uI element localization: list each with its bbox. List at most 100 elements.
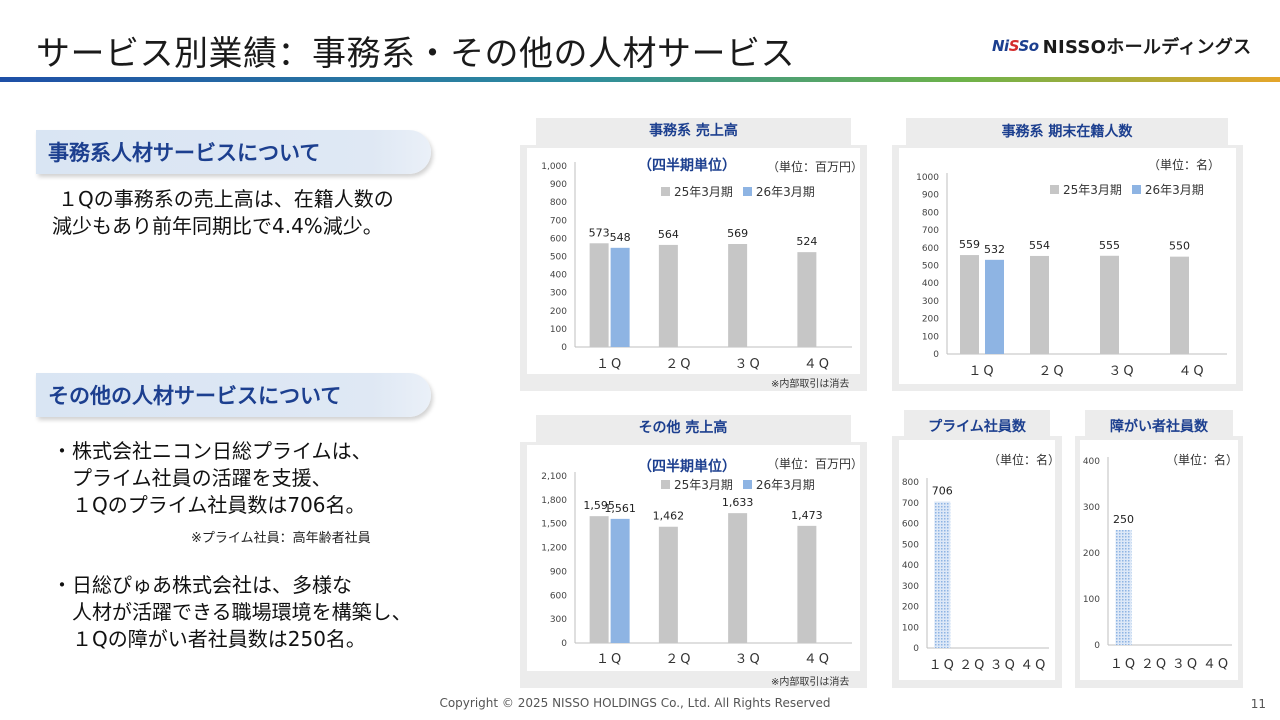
y-tick-label: 400 <box>1083 457 1100 467</box>
bullet-line: １Qのプライム社員数は706名。 <box>72 493 366 517</box>
legend-label: 26年3月期 <box>755 478 815 492</box>
chart-subtitle: （四半期単位） <box>638 158 736 174</box>
chart-disabled-staff: 0 100 200 300 400 250 １Q ２Q ３Q ４Q <box>1083 457 1232 672</box>
legend-item-curr: 26年3月期 <box>742 476 815 493</box>
legend-label: 25年3月期 <box>674 185 733 199</box>
x-tick-label: １Q <box>596 357 623 372</box>
page-number: 11 <box>1250 697 1266 711</box>
bullet-line: 人材が活躍できる職場環境を構築し、 <box>72 600 412 624</box>
bullet-line: ・日総ぴゅあ株式会社は、多様な <box>52 573 352 597</box>
bullet-line: １Qの障がい者社員数は250名。 <box>72 627 366 651</box>
legend-item-prev: 25年3月期 <box>661 476 733 493</box>
x-tick-label: １Q <box>596 652 623 667</box>
y-tick-label: 200 <box>902 603 919 613</box>
panel-tab <box>536 118 851 148</box>
x-tick-label: ４Q <box>1020 658 1047 673</box>
data-label: 1,462 <box>653 510 685 523</box>
chart-legend: 25年3月期 26年3月期 <box>661 183 815 200</box>
chart-area <box>899 440 1055 680</box>
bar <box>728 513 748 643</box>
prime-bullet: ・株式会社ニコン日総プライムは、 プライム社員の活躍を支援、 １Qのプライム社員… <box>52 438 372 519</box>
section-heading-other: その他の人材サービスについて <box>36 373 431 417</box>
y-tick-label: 0 <box>561 639 567 649</box>
data-label: 524 <box>796 235 817 248</box>
chart-title: 事務系 売上高 <box>649 123 738 139</box>
y-tick-label: 700 <box>922 226 939 236</box>
office-summary: １Qの事務系の売上高は、在籍人数の 減少もあり前年同期比で4.4%減少。 <box>52 186 394 240</box>
data-label: 554 <box>1029 239 1050 252</box>
y-tick-label: 300 <box>922 297 939 307</box>
office-summary-line: １Qの事務系の売上高は、在籍人数の <box>58 187 394 211</box>
x-tick-label: １Q <box>929 658 956 673</box>
x-tick-label: ３Q <box>990 658 1017 673</box>
y-tick-label: 1,800 <box>541 496 567 506</box>
chart-title: その他 売上高 <box>638 420 728 436</box>
data-label: 573 <box>589 226 610 239</box>
legend-label: 25年3月期 <box>1063 183 1122 197</box>
x-tick-label: ３Q <box>1108 364 1135 379</box>
chart-title: 障がい者社員数 <box>1110 419 1208 435</box>
y-tick-label: 400 <box>550 271 567 281</box>
logo-mark: NiSSo <box>992 37 1039 55</box>
y-tick-label: 400 <box>922 279 939 289</box>
chart-legend: 25年3月期 26年3月期 <box>661 476 815 493</box>
chart-footnote: ※内部取引は消去 <box>771 677 850 688</box>
y-tick-label: 600 <box>902 520 919 530</box>
data-label: 555 <box>1099 239 1120 252</box>
y-tick-label: 400 <box>902 561 919 571</box>
bar <box>728 244 748 347</box>
y-tick-label: 900 <box>550 567 567 577</box>
y-tick-label: 100 <box>550 325 567 335</box>
chart-legend: 25年3月期 26年3月期 <box>1050 181 1204 198</box>
x-tick-label: ４Q <box>804 652 831 667</box>
data-label: 1,473 <box>791 509 823 522</box>
y-tick-label: 0 <box>561 343 567 353</box>
legend-item-curr: 26年3月期 <box>1131 181 1204 198</box>
bullet-line: ・株式会社ニコン日総プライムは、 <box>52 439 372 463</box>
y-tick-label: 2,100 <box>541 472 567 482</box>
legend-item-curr: 26年3月期 <box>742 183 815 200</box>
chart-unit: （単位：名） <box>1166 453 1239 467</box>
y-tick-label: 800 <box>902 478 919 488</box>
bar <box>610 518 630 643</box>
data-label: 548 <box>610 231 631 244</box>
y-tick-label: 300 <box>902 582 919 592</box>
bar <box>610 247 630 347</box>
chart-subtitle: （四半期単位） <box>638 459 736 475</box>
bar <box>934 501 951 648</box>
bar <box>658 526 678 643</box>
bar <box>1030 255 1049 354</box>
bar <box>960 255 979 354</box>
y-tick-label: 600 <box>550 234 567 244</box>
bar <box>797 525 817 643</box>
data-label: 559 <box>959 238 980 251</box>
chart-other-sales: 0 300 600 900 1,200 1,500 1,800 2,100 1,5951,561… <box>541 472 852 667</box>
legend-label: 26年3月期 <box>1144 183 1204 197</box>
data-label: 250 <box>1113 513 1134 526</box>
x-tick-label: ３Q <box>1172 657 1199 672</box>
data-label: 706 <box>932 485 953 498</box>
chart-area <box>1080 440 1238 680</box>
y-tick-label: 800 <box>550 198 567 208</box>
legend-item-prev: 25年3月期 <box>661 183 733 200</box>
chart-title: 事務系 期末在籍人数 <box>1001 124 1133 140</box>
x-tick-label: ２Q <box>959 658 986 673</box>
x-tick-label: ２Q <box>665 652 692 667</box>
chart-title: プライム社員数 <box>928 419 1026 435</box>
y-tick-label: 800 <box>922 208 939 218</box>
legend-label: 26年3月期 <box>755 185 815 199</box>
y-tick-label: 300 <box>1083 503 1100 513</box>
data-label: 564 <box>658 228 679 241</box>
y-tick-label: 200 <box>550 307 567 317</box>
company-logo: NiSSo NISSOホールディングス <box>992 34 1251 58</box>
legend-label: 25年3月期 <box>674 478 733 492</box>
y-tick-label: 600 <box>550 591 567 601</box>
x-tick-label: ２Q <box>1141 657 1168 672</box>
y-tick-label: 500 <box>902 540 919 550</box>
office-summary-line: 減少もあり前年同期比で4.4%減少。 <box>52 214 383 238</box>
panel-tab <box>1085 410 1233 440</box>
x-tick-label: １Q <box>1110 657 1137 672</box>
x-tick-label: ４Q <box>804 357 831 372</box>
y-tick-label: 200 <box>1083 549 1100 559</box>
page-title: サービス別業績：事務系・その他の人材サービス <box>36 34 795 74</box>
